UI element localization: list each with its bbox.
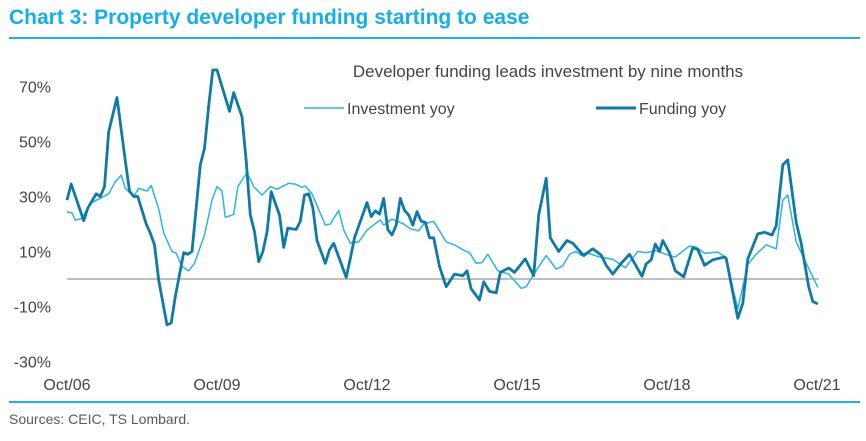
source-rule [9,401,860,403]
y-tick-label: 50% [19,135,51,152]
legend: Investment yoy Funding yoy [304,101,726,118]
x-tick-label: Oct/12 [343,377,390,394]
x-tick-label: Oct/21 [793,377,840,394]
x-tick-label: Oct/06 [43,377,90,394]
y-tick-label: -30% [14,355,51,372]
y-tick-label: 70% [19,80,51,97]
y-tick-label: 30% [19,190,51,207]
y-tick-label: 10% [19,245,51,262]
chart-title: Chart 3: Property developer funding star… [9,6,530,29]
x-tick-label: Oct/15 [493,377,540,394]
series-line-funding-yoy [65,68,819,327]
source-note: Sources: CEIC, TS Lombard. [9,411,191,427]
title-rule [9,37,860,39]
legend-label-investment: Investment yoy [347,101,455,118]
legend-label-funding: Funding yoy [639,101,726,118]
x-tick-label: Oct/18 [643,377,690,394]
x-tick-label: Oct/09 [193,377,240,394]
chart-subtitle: Developer funding leads investment by ni… [353,62,743,81]
series-line-investment-yoy [66,171,819,310]
y-tick-label: -10% [14,300,51,317]
